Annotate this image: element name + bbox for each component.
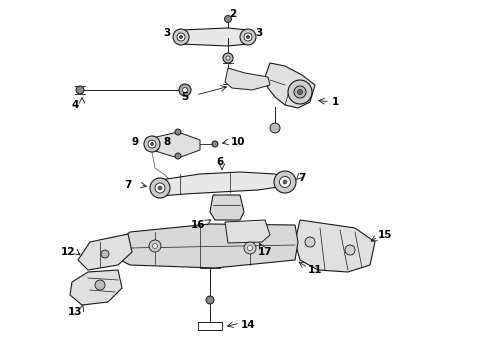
Circle shape <box>150 178 170 198</box>
Circle shape <box>144 136 160 152</box>
Circle shape <box>179 84 191 96</box>
Text: 7: 7 <box>124 180 132 190</box>
Polygon shape <box>78 234 132 270</box>
Circle shape <box>294 86 306 98</box>
Circle shape <box>270 123 280 133</box>
Text: 11: 11 <box>308 265 322 275</box>
Circle shape <box>274 171 296 193</box>
Polygon shape <box>181 28 248 46</box>
Circle shape <box>175 153 181 159</box>
Text: 14: 14 <box>241 320 255 330</box>
Text: 3: 3 <box>255 28 263 38</box>
Circle shape <box>279 176 291 188</box>
Circle shape <box>173 29 189 45</box>
Circle shape <box>182 87 188 93</box>
Polygon shape <box>70 270 122 305</box>
Circle shape <box>101 250 109 258</box>
Polygon shape <box>210 195 244 220</box>
Circle shape <box>150 143 153 145</box>
Text: 17: 17 <box>258 247 272 257</box>
Text: 2: 2 <box>229 9 237 19</box>
Polygon shape <box>152 132 200 158</box>
Circle shape <box>179 36 182 39</box>
Circle shape <box>345 245 355 255</box>
Circle shape <box>288 80 312 104</box>
Circle shape <box>226 56 230 60</box>
Polygon shape <box>160 172 285 196</box>
Text: 12: 12 <box>61 247 75 257</box>
Text: 6: 6 <box>217 157 223 167</box>
Circle shape <box>240 29 256 45</box>
Polygon shape <box>105 224 298 268</box>
Circle shape <box>152 243 157 248</box>
Circle shape <box>177 33 185 41</box>
Circle shape <box>244 242 256 254</box>
Text: 5: 5 <box>181 92 189 102</box>
Text: 13: 13 <box>68 307 82 317</box>
Text: 10: 10 <box>231 137 245 147</box>
Text: 8: 8 <box>163 137 171 147</box>
Polygon shape <box>265 63 315 108</box>
Text: 1: 1 <box>331 97 339 107</box>
Text: 3: 3 <box>163 28 171 38</box>
Circle shape <box>283 180 287 184</box>
Circle shape <box>246 36 249 39</box>
Text: 15: 15 <box>378 230 392 240</box>
Circle shape <box>155 183 165 193</box>
Polygon shape <box>225 220 270 243</box>
Circle shape <box>297 90 302 95</box>
Circle shape <box>212 141 218 147</box>
Circle shape <box>224 15 231 23</box>
Circle shape <box>247 246 252 251</box>
Text: 16: 16 <box>191 220 205 230</box>
Circle shape <box>244 33 252 41</box>
Text: 4: 4 <box>72 100 79 110</box>
Circle shape <box>158 186 162 190</box>
Circle shape <box>175 129 181 135</box>
Circle shape <box>223 53 233 63</box>
Polygon shape <box>225 68 270 90</box>
Circle shape <box>95 280 105 290</box>
Circle shape <box>206 296 214 304</box>
Circle shape <box>148 140 156 148</box>
Text: 7: 7 <box>298 173 306 183</box>
Circle shape <box>149 240 161 252</box>
Circle shape <box>76 86 84 94</box>
Text: 9: 9 <box>131 137 139 147</box>
Polygon shape <box>295 220 375 272</box>
Circle shape <box>305 237 315 247</box>
